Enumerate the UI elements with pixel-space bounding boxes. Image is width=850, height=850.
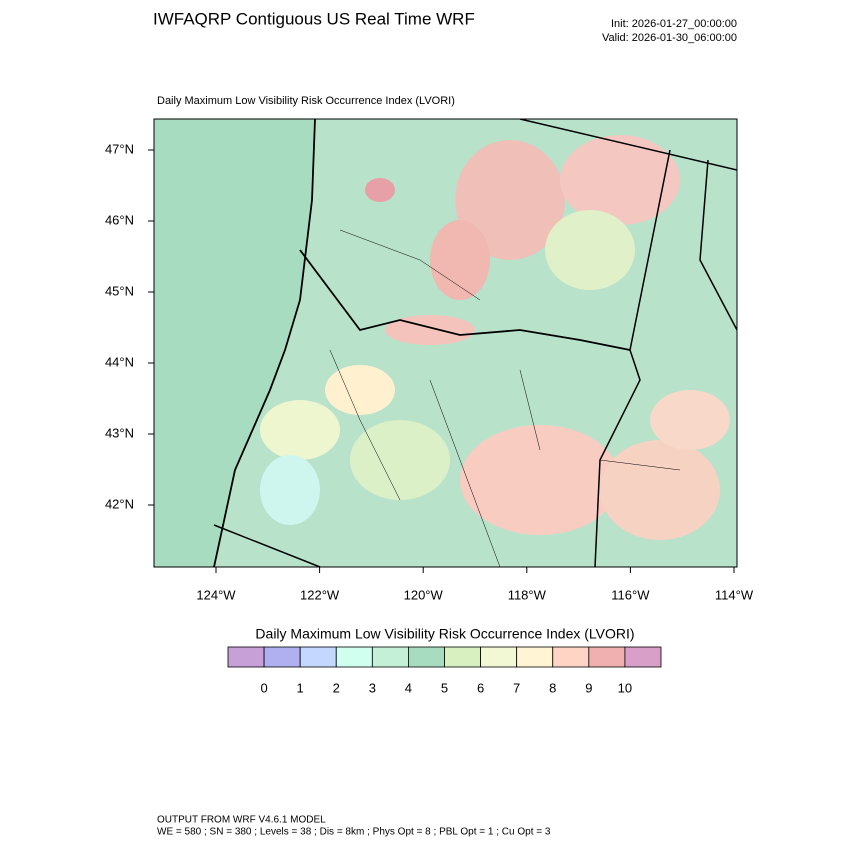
lon-label: 122°W (300, 587, 340, 602)
colorbar-label: 10 (618, 680, 632, 695)
colorbar-box (263, 646, 301, 668)
colorbar-label: 7 (513, 680, 520, 695)
colorbar-box (480, 646, 518, 668)
colorbar-title: Daily Maximum Low Visibility Risk Occurr… (255, 626, 634, 642)
lon-label: 114°W (715, 587, 754, 602)
colorbar-box (299, 646, 337, 668)
colorbar-box (371, 646, 409, 668)
colorbar-label: 0 (260, 680, 267, 695)
colorbar-box (444, 646, 481, 668)
lon-label: 120°W (404, 587, 444, 602)
lat-label: 45°N (105, 283, 134, 298)
lon-label: 116°W (611, 587, 650, 602)
map-field (154, 119, 737, 567)
colorbar-box (516, 646, 554, 668)
colorbar-label: 5 (441, 680, 448, 695)
map-subtitle: Daily Maximum Low Visibility Risk Occurr… (157, 95, 455, 107)
colorbar-label: 6 (477, 680, 484, 695)
lat-label: 47°N (105, 141, 134, 156)
colorbar-label: 2 (333, 680, 340, 695)
colorbar-box (624, 646, 662, 668)
lon-label: 124°W (196, 587, 236, 602)
colorbar-box (588, 646, 626, 668)
colorbar-label: 8 (549, 680, 556, 695)
lon-label: 118°W (508, 587, 547, 602)
lat-label: 42°N (105, 496, 134, 511)
lat-label: 43°N (105, 425, 134, 440)
colorbar-label: 3 (369, 680, 376, 695)
colorbar-label: 1 (297, 680, 304, 695)
colorbar-box (552, 646, 590, 668)
colorbar-box (227, 646, 265, 668)
valid-time: Valid: 2026-01-30_06:00:00 (602, 32, 737, 44)
colorbar-box (408, 646, 445, 668)
footer-line: OUTPUT FROM WRF V4.6.1 MODEL (157, 815, 326, 826)
colorbar-label: 4 (405, 680, 412, 695)
colorbar-box (335, 646, 373, 668)
footer-line: WE = 580 ; SN = 380 ; Levels = 38 ; Dis … (157, 827, 551, 838)
title: IWFAQRP Contiguous US Real Time WRF (153, 9, 475, 28)
colorbar-label: 9 (585, 680, 592, 695)
lat-label: 44°N (105, 354, 134, 369)
map-frame (153, 118, 738, 568)
lat-label: 46°N (105, 212, 134, 227)
boundaries (213, 119, 737, 567)
init-time: Init: 2026-01-27_00:00:00 (611, 18, 737, 30)
